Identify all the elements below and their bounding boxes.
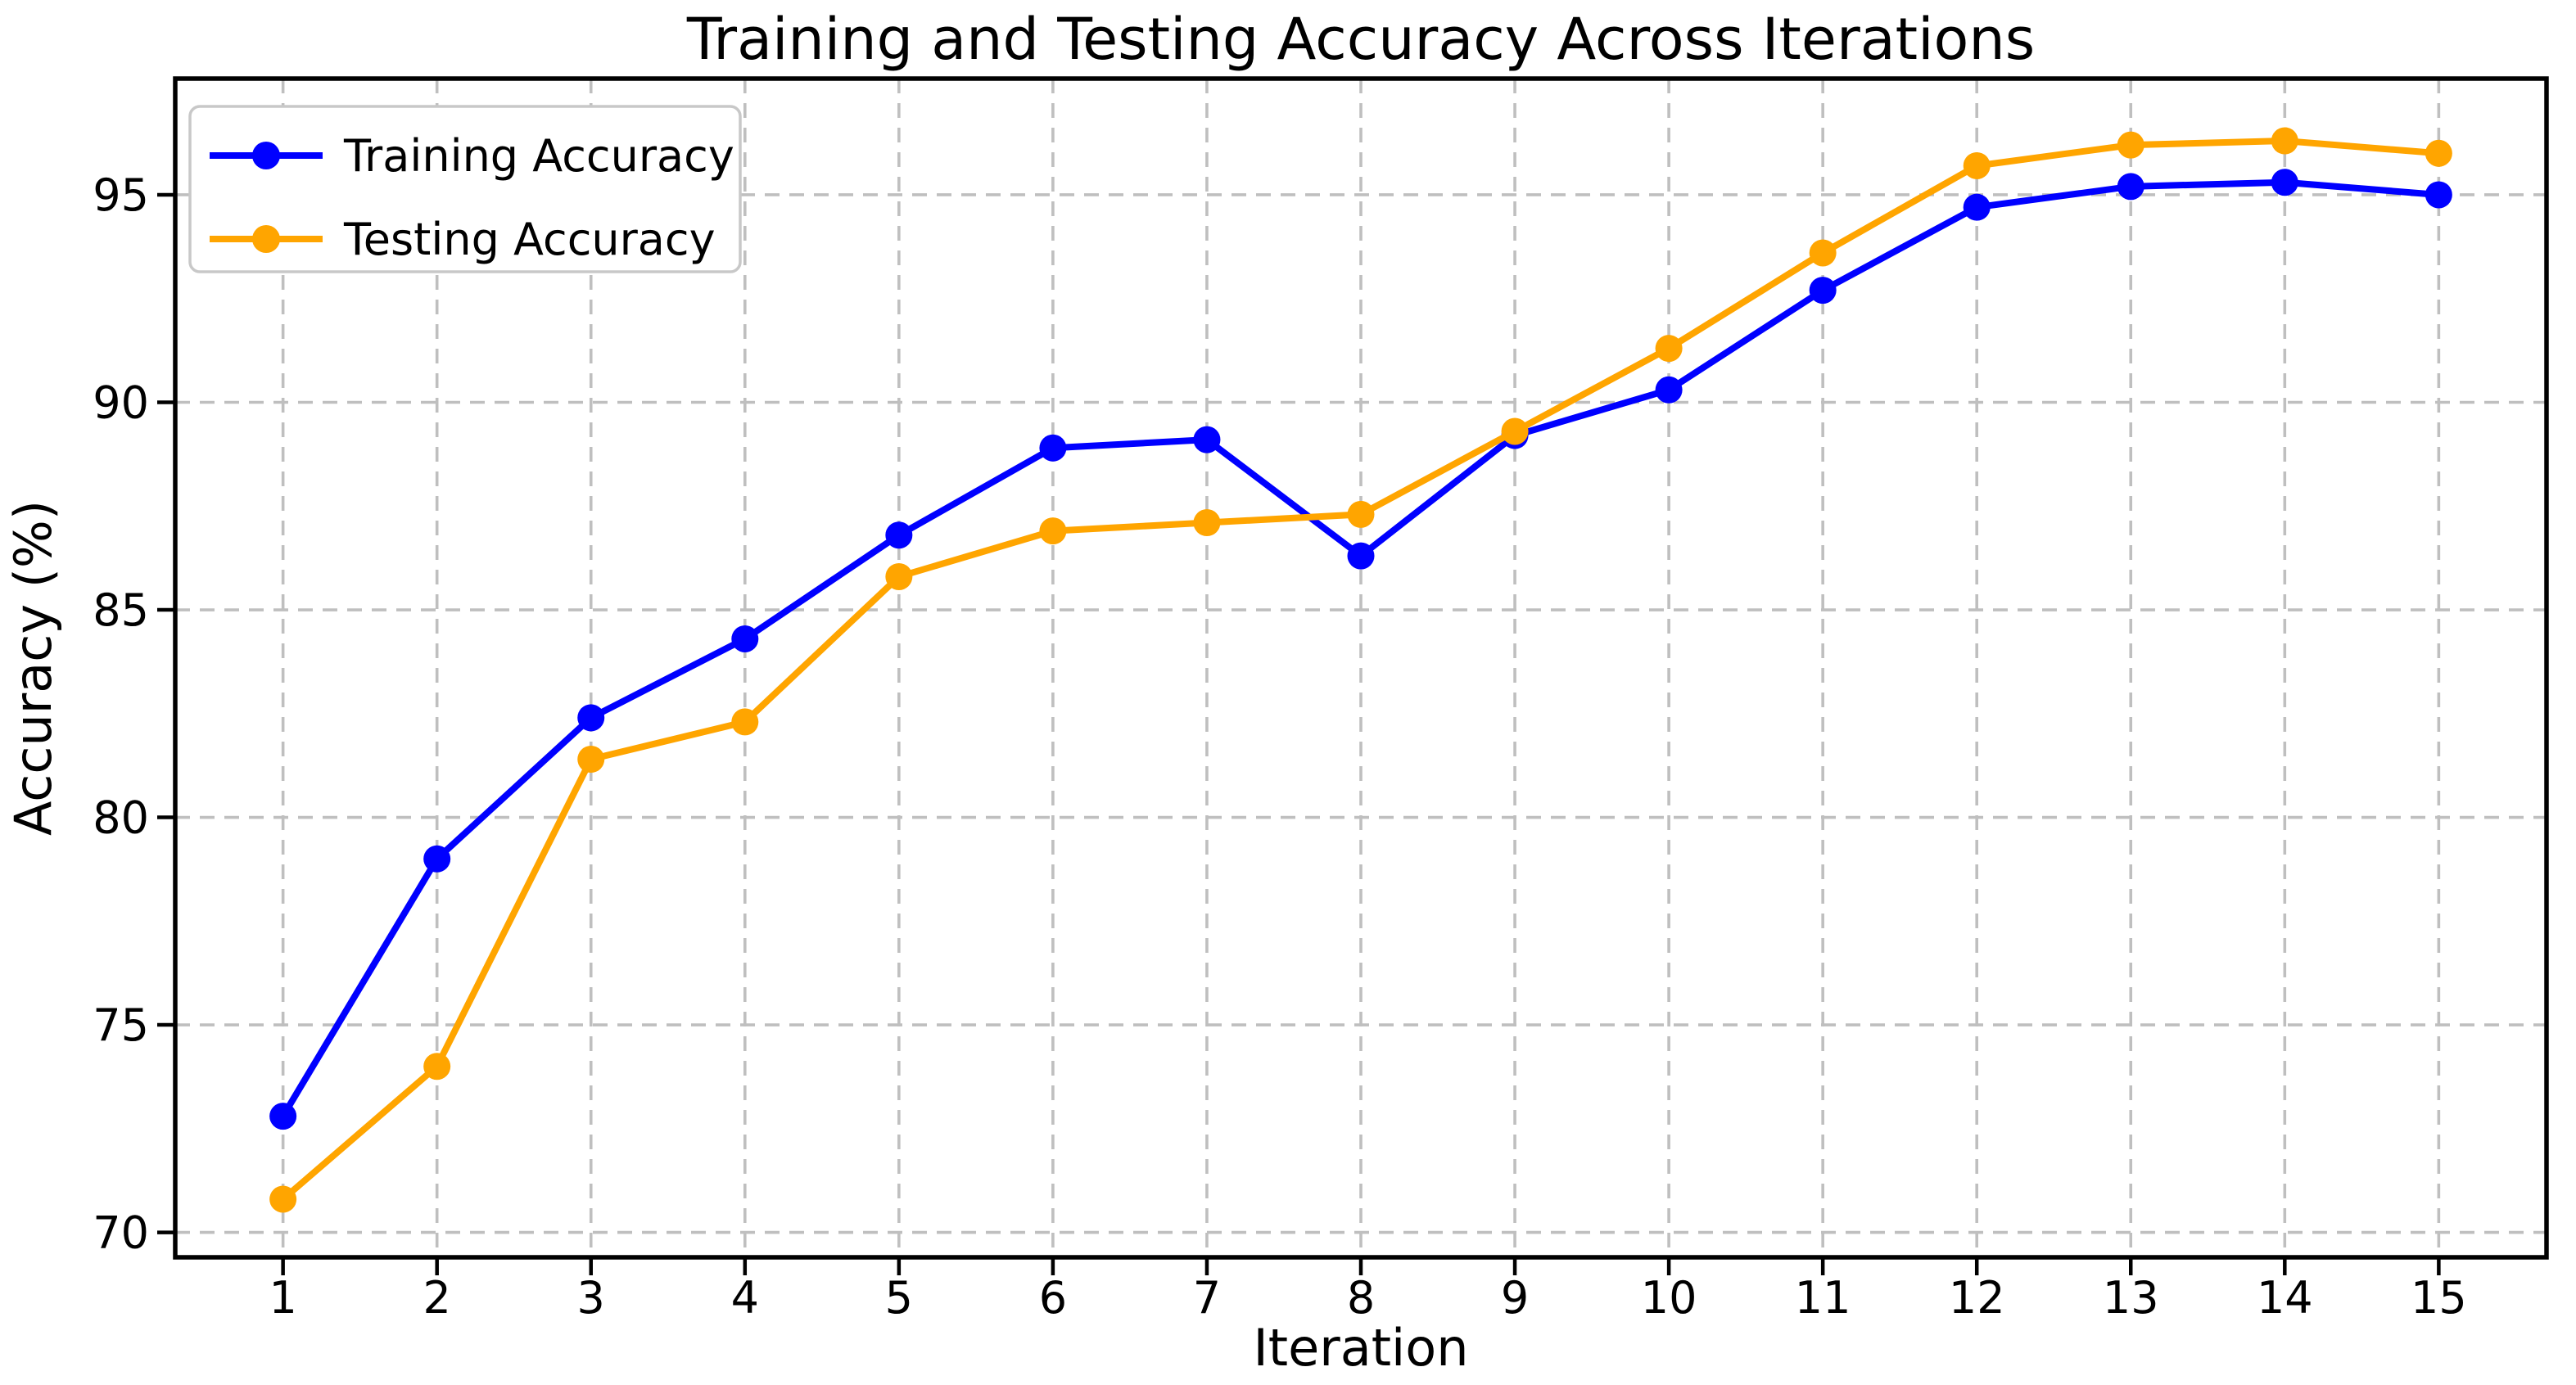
- data-point-testing-accuracy-6: [1039, 517, 1067, 545]
- data-point-testing-accuracy-5: [885, 562, 913, 590]
- data-point-training-accuracy-6: [1039, 434, 1067, 462]
- series-training-accuracy: [269, 169, 2452, 1130]
- x-tick-label-5: 5: [885, 1272, 913, 1324]
- data-point-training-accuracy-7: [1193, 426, 1221, 453]
- data-point-testing-accuracy-14: [2271, 127, 2298, 155]
- data-point-testing-accuracy-4: [731, 708, 759, 736]
- x-tick-label-14: 14: [2257, 1272, 2313, 1324]
- y-tick-label-75: 75: [93, 999, 149, 1051]
- data-point-training-accuracy-5: [885, 521, 913, 549]
- x-tick-label-10: 10: [1641, 1272, 1697, 1324]
- x-tick-label-3: 3: [577, 1272, 605, 1324]
- y-axis-label: Accuracy (%): [3, 500, 63, 836]
- data-point-testing-accuracy-13: [2117, 131, 2144, 159]
- legend-marker-training: [252, 142, 280, 169]
- data-point-training-accuracy-3: [577, 704, 605, 732]
- data-point-training-accuracy-15: [2425, 181, 2452, 209]
- data-point-testing-accuracy-7: [1193, 509, 1221, 537]
- legend-item-testing-accuracy: Testing Accuracy: [210, 214, 716, 265]
- series-layer: [269, 127, 2452, 1213]
- series-testing-accuracy: [269, 127, 2452, 1213]
- data-point-testing-accuracy-8: [1347, 500, 1375, 528]
- data-point-testing-accuracy-12: [1963, 151, 1991, 179]
- data-point-testing-accuracy-15: [2425, 139, 2452, 167]
- x-tick-label-6: 6: [1039, 1272, 1067, 1324]
- x-tick-label-12: 12: [1949, 1272, 2005, 1324]
- y-tick-label-70: 70: [93, 1207, 149, 1259]
- x-tick-label-7: 7: [1193, 1272, 1221, 1324]
- data-point-training-accuracy-11: [1809, 277, 1837, 305]
- data-point-training-accuracy-12: [1963, 193, 1991, 221]
- data-point-testing-accuracy-1: [269, 1185, 297, 1213]
- data-point-training-accuracy-10: [1655, 376, 1683, 404]
- y-tick-label-90: 90: [93, 377, 149, 428]
- legend-label-training: Training Accuracy: [343, 130, 734, 182]
- data-point-testing-accuracy-9: [1501, 417, 1529, 445]
- legend-label-testing: Testing Accuracy: [343, 214, 716, 265]
- y-tick-label-95: 95: [93, 169, 149, 221]
- legend-box: [188, 105, 742, 273]
- legend-item-training-accuracy: Training Accuracy: [210, 130, 734, 182]
- legend-marker-testing: [252, 225, 280, 253]
- x-tick-label-4: 4: [731, 1272, 759, 1324]
- data-point-training-accuracy-13: [2117, 173, 2144, 201]
- x-tick-label-9: 9: [1501, 1272, 1529, 1324]
- legend: Training Accuracy Testing Accuracy: [188, 105, 742, 273]
- x-tick-label-2: 2: [423, 1272, 451, 1324]
- chart-title: Training and Testing Accuracy Across Ite…: [686, 6, 2035, 73]
- data-point-testing-accuracy-3: [577, 746, 605, 774]
- data-point-testing-accuracy-10: [1655, 335, 1683, 363]
- y-tick-label-85: 85: [93, 584, 149, 636]
- x-tick-label-8: 8: [1347, 1272, 1375, 1324]
- data-point-training-accuracy-14: [2271, 169, 2298, 196]
- x-tick-label-13: 13: [2103, 1272, 2159, 1324]
- x-axis-label: Iteration: [1254, 1318, 1469, 1378]
- data-point-training-accuracy-1: [269, 1103, 297, 1130]
- y-tick-label-80: 80: [93, 792, 149, 844]
- data-point-testing-accuracy-2: [423, 1053, 451, 1080]
- data-point-training-accuracy-8: [1347, 542, 1375, 570]
- x-tick-label-15: 15: [2411, 1272, 2467, 1324]
- data-point-testing-accuracy-11: [1809, 239, 1837, 267]
- x-tick-label-11: 11: [1795, 1272, 1851, 1324]
- data-point-training-accuracy-4: [731, 625, 759, 653]
- data-point-training-accuracy-2: [423, 845, 451, 873]
- gridlines: [175, 79, 2547, 1257]
- x-tick-label-1: 1: [269, 1272, 296, 1324]
